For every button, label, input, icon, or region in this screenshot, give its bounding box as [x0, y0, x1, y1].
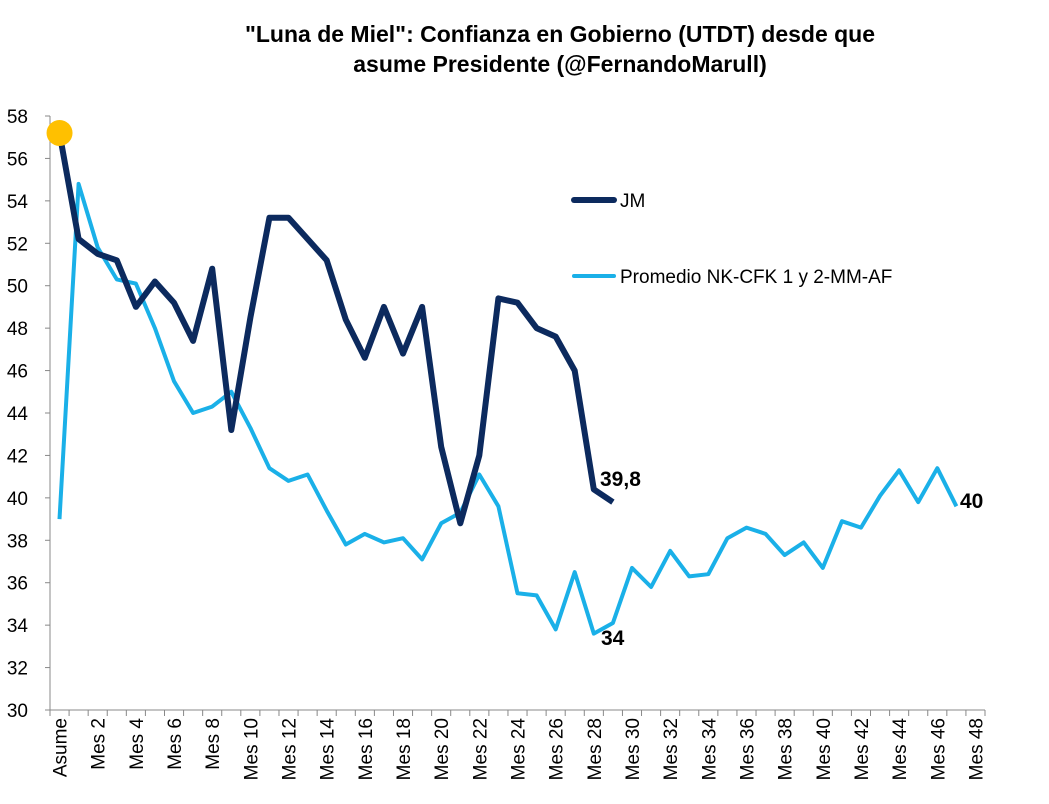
- y-tick-label: 58: [7, 107, 28, 128]
- y-tick-label: 36: [7, 574, 28, 595]
- x-tick-label: Mes 28: [585, 718, 606, 780]
- x-tick-label: Mes 16: [356, 718, 377, 780]
- annotation: 39,8: [600, 468, 641, 491]
- x-tick-label: Mes 18: [394, 718, 415, 780]
- x-tick-label: Mes 8: [203, 718, 224, 770]
- annotation: 34: [601, 627, 625, 650]
- y-tick-label: 46: [7, 362, 28, 383]
- y-tick-label: 50: [7, 277, 28, 298]
- chart-title: "Luna de Miel": Confianza en Gobierno (U…: [245, 21, 875, 47]
- chart-title: asume Presidente (@FernandoMarull): [353, 51, 767, 77]
- y-tick-label: 40: [7, 489, 28, 510]
- y-tick-label: 44: [7, 404, 29, 425]
- x-tick-label: Mes 26: [547, 718, 568, 780]
- x-tick-label: Mes 10: [241, 718, 262, 780]
- y-tick-label: 38: [7, 531, 28, 552]
- annotation: 40: [960, 490, 983, 513]
- x-tick-label: Mes 46: [928, 718, 949, 780]
- line-series: [57, 181, 959, 636]
- x-tick-label: Asume: [51, 718, 72, 777]
- x-tick-label: Mes 20: [432, 718, 453, 780]
- line-series: [56, 132, 615, 527]
- x-tick-label: Mes 30: [623, 718, 644, 780]
- x-tick-label: Mes 38: [776, 718, 797, 780]
- legend-label: Promedio NK-CFK 1 y 2-MM-AF: [620, 267, 892, 288]
- x-tick-label: Mes 2: [89, 718, 110, 770]
- y-tick-label: 32: [7, 659, 28, 680]
- y-tick-label: 56: [7, 149, 28, 170]
- x-tick-label: Mes 12: [280, 718, 301, 780]
- y-tick-label: 42: [7, 446, 28, 467]
- x-tick-label: Mes 48: [966, 718, 987, 780]
- x-tick-label: Mes 40: [814, 718, 835, 780]
- y-tick-label: 54: [7, 192, 29, 213]
- x-tick-label: Mes 4: [127, 718, 148, 770]
- x-tick-label: Mes 22: [470, 718, 491, 780]
- highlight-point: [46, 119, 73, 146]
- x-tick-label: Mes 36: [737, 718, 758, 780]
- y-tick-label: 34: [7, 616, 29, 637]
- legend-label: JM: [620, 191, 645, 212]
- y-tick-label: 52: [7, 234, 28, 255]
- x-tick-label: Mes 24: [509, 718, 530, 781]
- x-tick-label: Mes 6: [165, 718, 186, 770]
- x-tick-label: Mes 42: [852, 718, 873, 780]
- x-tick-label: Mes 14: [318, 718, 339, 781]
- y-tick-label: 48: [7, 319, 28, 340]
- x-tick-label: Mes 44: [890, 718, 911, 781]
- y-tick-label: 30: [7, 701, 28, 722]
- x-tick-label: Mes 32: [661, 718, 682, 780]
- x-tick-label: Mes 34: [699, 718, 720, 781]
